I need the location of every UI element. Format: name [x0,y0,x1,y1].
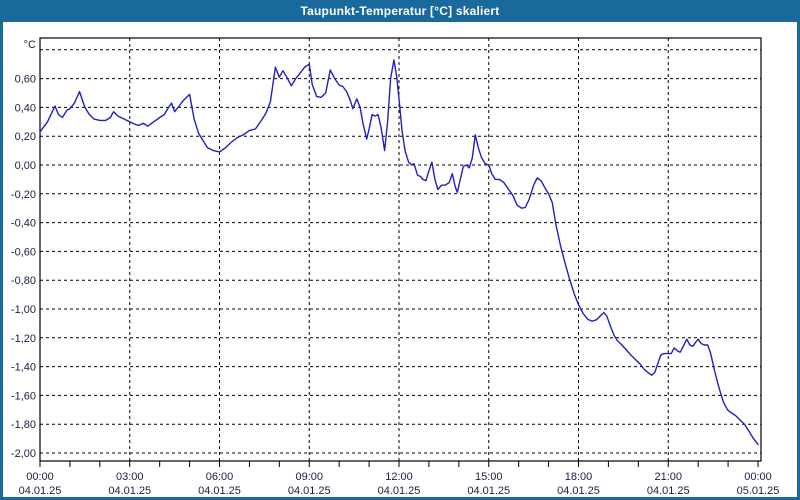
y-tick-label: -1,60 [11,390,36,402]
x-tick-time-label: 09:00 [295,471,323,483]
plot-border [39,37,762,462]
x-tick-date-label: 04.01.25 [467,485,510,497]
y-tick-label: -1,40 [11,362,36,374]
x-tick-date-label: 04.01.25 [647,485,690,497]
chart-title: Taupunkt-Temperatur [°C] skaliert [300,4,500,18]
x-tick-date-label: 04.01.25 [198,485,241,497]
line-chart: 0,60 0,40 0,20 0,00 -0,20 -0,40 -0,60 -0,80 -1,0… [11,37,780,497]
x-tick-time-label: 18:00 [565,471,593,483]
y-tick-label: 0,60 [15,74,36,86]
y-tick-label: -0,80 [11,275,36,287]
x-tick-time-label: 00:00 [744,471,772,483]
y-tick-label: 0,40 [15,102,36,114]
chart-area: 0,60 0,40 0,20 0,00 -0,20 -0,40 -0,60 -0,80 -1,0… [3,22,797,497]
y-tick-label: -1,80 [11,419,36,431]
x-tick-time-label: 15:00 [475,471,503,483]
x-tick-date-label: 04.01.25 [19,485,62,497]
x-tick-time-label: 12:00 [385,471,413,483]
x-tick-date-label: 04.01.25 [108,485,151,497]
y-tick-label: -0,60 [11,246,36,258]
series-line [39,59,759,446]
x-tick-time-label: 06:00 [206,471,234,483]
window-titlebar: Taupunkt-Temperatur [°C] skaliert [3,0,797,22]
y-tick-label: 0,20 [15,131,36,143]
x-tick-date-label: 04.01.25 [288,485,331,497]
x-tick-date-label: 05.01.25 [737,485,780,497]
x-tick-date-label: 04.01.25 [378,485,421,497]
x-tick-time-label: 03:00 [116,471,144,483]
y-tick-label: -2,00 [11,448,36,460]
y-tick-label: -0,40 [11,218,36,230]
x-tick-time-label: 21:00 [654,471,682,483]
x-tick-time-label: 00:00 [26,471,54,483]
y-tick-label: -1,20 [11,333,36,345]
y-tick-label: -0,20 [11,189,36,201]
y-tick-label: 0,00 [15,160,36,172]
y-tick-label: -1,00 [11,304,36,316]
x-tick-date-label: 04.01.25 [557,485,600,497]
y-axis-unit-label: °C [24,39,36,51]
